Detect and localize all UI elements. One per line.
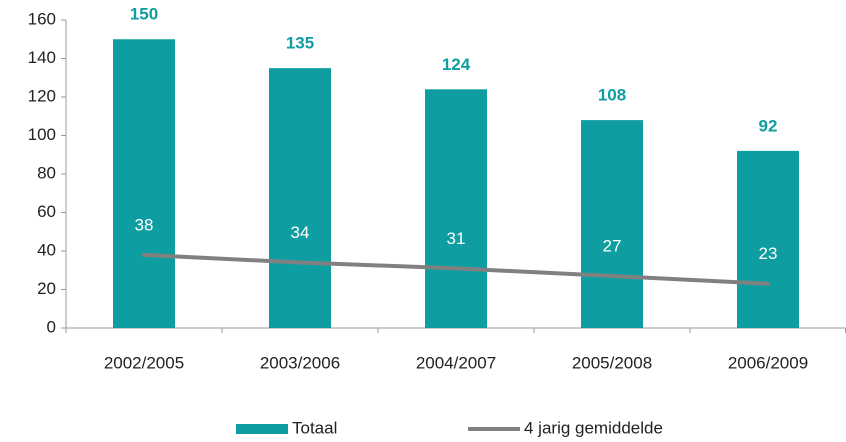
- y-tick-label: 100: [28, 125, 56, 144]
- bar: [425, 89, 487, 328]
- line-value-label: 23: [759, 244, 778, 263]
- bar: [269, 68, 331, 328]
- x-tick-label: 2004/2007: [416, 353, 496, 372]
- legend-swatch: [236, 424, 288, 434]
- y-tick-label: 60: [37, 202, 56, 221]
- x-tick-label: 2006/2009: [728, 353, 808, 372]
- legend-label: Totaal: [292, 418, 337, 437]
- bar-value-label: 150: [130, 5, 158, 24]
- y-tick-label: 140: [28, 48, 56, 67]
- line-value-label: 34: [291, 223, 310, 242]
- legend-label: 4 jarig gemiddelde: [524, 418, 663, 437]
- bar-value-label: 124: [442, 55, 471, 74]
- bar-value-label: 92: [759, 116, 778, 135]
- x-tick-label: 2002/2005: [104, 353, 184, 372]
- x-tick-label: 2003/2006: [260, 353, 340, 372]
- y-tick-label: 20: [37, 279, 56, 298]
- y-tick-label: 0: [47, 317, 56, 336]
- y-tick-label: 120: [28, 86, 56, 105]
- y-tick-label: 40: [37, 240, 56, 259]
- line-value-label: 31: [447, 229, 466, 248]
- y-tick-label: 160: [28, 9, 56, 28]
- x-tick-label: 2005/2008: [572, 353, 652, 372]
- bar: [581, 120, 643, 328]
- bar-value-label: 108: [598, 86, 626, 105]
- line-value-label: 38: [135, 215, 154, 234]
- bar: [737, 150, 799, 328]
- y-tick-label: 80: [37, 163, 56, 182]
- bar-value-label: 135: [286, 34, 314, 53]
- average-line: [142, 252, 770, 286]
- bar: [113, 39, 175, 328]
- line-value-label: 27: [603, 237, 622, 256]
